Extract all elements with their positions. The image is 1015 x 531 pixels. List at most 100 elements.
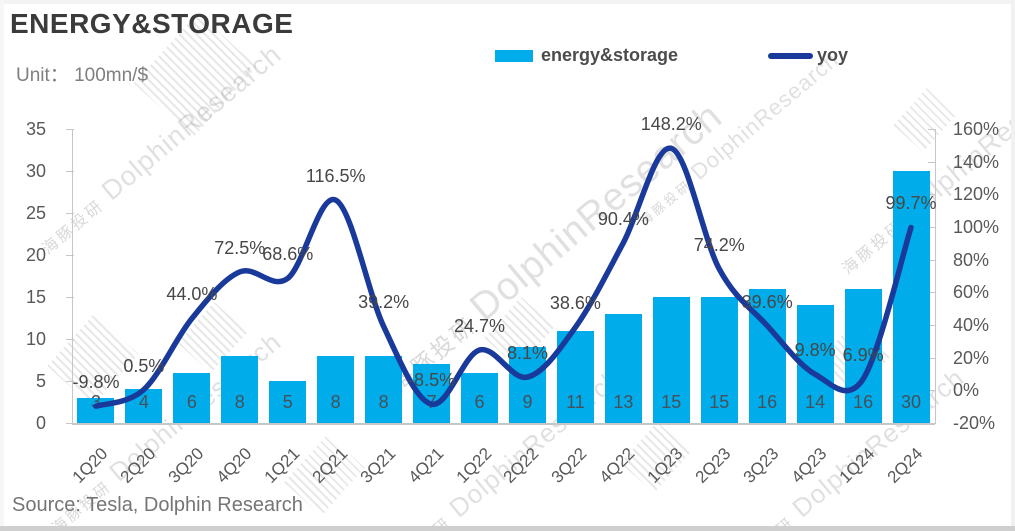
y-axis-left-tick-label: 30 — [25, 161, 46, 181]
bar-value-label: 9 — [522, 392, 533, 412]
screen-edge-right — [1011, 0, 1015, 531]
yoy-point-label: -9.8% — [72, 372, 120, 393]
y-axis-left-tick — [66, 339, 74, 340]
bar-value-label: 15 — [709, 392, 730, 412]
y-axis-left-tick — [66, 171, 74, 172]
bar-value-label: 6 — [474, 392, 485, 412]
y-axis-right-tick — [928, 227, 936, 228]
y-axis-right-tick-label: 60% — [953, 282, 990, 303]
yoy-point-label: -8.5% — [408, 370, 456, 391]
y-axis-left-tick-label: 10 — [25, 329, 46, 349]
yoy-point-label: 74.2% — [693, 235, 745, 256]
y-axis-right-tick — [928, 161, 936, 163]
bar-value-label: 8 — [234, 392, 245, 412]
source-note: Source: Tesla, Dolphin Research — [12, 494, 303, 516]
x-axis-label: 4Q22 — [595, 444, 639, 487]
y-axis-left-line — [72, 129, 73, 423]
x-axis-label: 1Q24 — [835, 444, 879, 487]
y-axis-right-tick — [928, 325, 936, 326]
y-axis-left-tick — [66, 381, 74, 382]
bar-value-label: 30 — [901, 392, 922, 412]
y-axis-right-tick-label: 160% — [953, 119, 1000, 139]
yoy-point-label: 44.0% — [166, 284, 218, 305]
yoy-point-label: 0.5% — [123, 355, 165, 376]
x-axis-label: 3Q21 — [356, 444, 400, 487]
bar-value-label: 16 — [757, 392, 778, 412]
bar-value-label: 4 — [138, 392, 149, 412]
y-axis-left-tick — [66, 423, 74, 424]
unit-label: Unit： 100mn/$ — [16, 65, 149, 86]
x-axis-label: 2Q22 — [500, 444, 543, 487]
yoy-point-label: 90.4% — [597, 208, 649, 229]
y-axis-left-tick-label: 25 — [25, 203, 46, 223]
x-axis-line — [72, 423, 935, 425]
x-axis-label: 4Q23 — [787, 444, 831, 487]
bar-value-label: 8 — [378, 392, 389, 412]
y-axis-left-tick — [66, 213, 74, 214]
yoy-point-label: 38.6% — [549, 293, 601, 314]
x-axis-label: 2Q23 — [691, 444, 735, 487]
y-axis-right-tick — [928, 194, 936, 196]
bar-value-label: 16 — [853, 392, 874, 412]
y-axis-right-tick — [928, 357, 936, 359]
yoy-point-label: 148.2% — [640, 114, 702, 135]
y-axis-right-tick-label: 140% — [953, 151, 1000, 172]
x-axis-label: 3Q22 — [547, 444, 591, 487]
yoy-point-label: 72.5% — [214, 237, 266, 258]
yoy-point-label: 8.1% — [506, 343, 548, 364]
y-axis-left-tick-label: 5 — [35, 371, 46, 391]
y-axis-right-tick — [928, 423, 936, 424]
x-axis-label: 1Q23 — [643, 444, 687, 487]
y-axis-right-tick-label: 20% — [953, 347, 990, 368]
legend-line-swatch — [768, 53, 813, 59]
y-axis-left-tick — [66, 129, 74, 130]
bar-value-label: 3 — [90, 392, 101, 412]
bar-value-label: 8 — [330, 392, 341, 412]
y-axis-right-tick-label: 100% — [953, 217, 1000, 237]
screen-edge-left — [0, 0, 4, 531]
screen-edge-bottom — [0, 526, 1015, 531]
bar-value-label: 11 — [566, 392, 585, 412]
yoy-point-label: 9.8% — [794, 340, 836, 361]
y-axis-right-tick-label: 0% — [953, 380, 980, 401]
x-axis-label: 3Q23 — [739, 444, 783, 487]
yoy-point-label: 39.6% — [741, 291, 793, 312]
yoy-point-label: 99.7% — [885, 193, 937, 214]
bar-value-label: 7 — [426, 392, 437, 412]
yoy-line-path — [93, 145, 914, 410]
y-axis-right-tick — [928, 259, 936, 261]
chart-title: ENERGY&STORAGE — [10, 8, 294, 39]
x-axis-label: 4Q21 — [404, 444, 448, 487]
y-axis-left-tick-label: 20 — [25, 245, 46, 265]
y-axis-right-tick — [928, 292, 936, 294]
y-axis-right-tick-label: 80% — [953, 249, 990, 270]
y-axis-left-tick — [66, 297, 74, 298]
x-axis-label: 1Q22 — [452, 444, 495, 487]
y-axis-right-tick-label: 120% — [953, 184, 1000, 205]
y-axis-left-tick-label: 0 — [35, 413, 46, 433]
legend-line-label: yoy — [817, 45, 849, 65]
y-axis-right-tick — [928, 129, 936, 130]
y-axis-right-tick-label: -20% — [953, 413, 996, 433]
y-axis-left-tick — [66, 255, 74, 256]
y-axis-left-tick-label: 15 — [25, 287, 46, 307]
bar-4Q20 — [221, 355, 259, 423]
bar-value-label: 6 — [186, 392, 197, 412]
y-axis-right-tick — [928, 390, 936, 392]
yoy-point-label: 6.9% — [842, 345, 884, 366]
x-axis-label: 2Q24 — [883, 444, 927, 487]
screen-edge-top — [0, 0, 1015, 4]
yoy-point-label: 24.7% — [453, 315, 506, 336]
y-axis-right-tick-label: 40% — [953, 315, 990, 335]
legend-bar-swatch — [495, 50, 533, 62]
yoy-point-label: 39.2% — [358, 292, 410, 313]
bar-2Q21 — [317, 355, 355, 423]
yoy-point-label: 116.5% — [305, 166, 366, 187]
bar-value-label: 5 — [282, 392, 293, 412]
legend-bar-label: energy&storage — [541, 45, 679, 65]
bar-value-label: 13 — [613, 392, 634, 412]
bar-value-label: 14 — [805, 392, 826, 412]
yoy-point-label: 68.6% — [262, 244, 314, 265]
bar-value-label: 15 — [661, 392, 682, 412]
